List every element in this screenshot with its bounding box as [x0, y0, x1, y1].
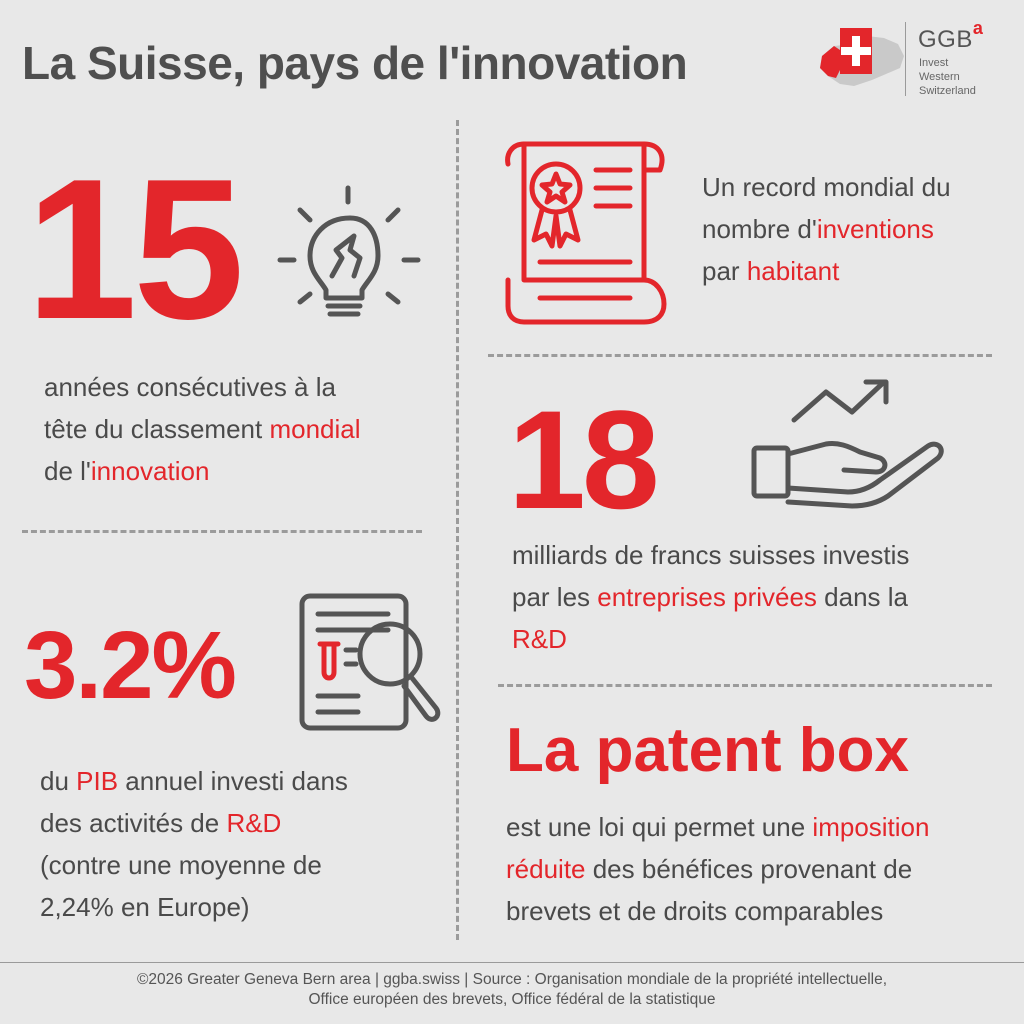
divider-right-2 — [498, 684, 992, 687]
text-3-2-description: du PIB annuel investi dans des activités… — [40, 766, 348, 922]
logo-brand: GGBa — [918, 18, 984, 53]
footer-divider — [0, 962, 1024, 963]
lightbulb-icon — [277, 185, 421, 317]
hand-growth-icon — [751, 379, 944, 509]
page-title: La Suisse, pays de l'innovation — [22, 37, 688, 89]
text-inventions-record: Un record mondial du nombre d'inventions… — [702, 172, 951, 286]
text-patent-box-description: est une loi qui permet une imposition ré… — [506, 812, 930, 926]
document-search-icon — [299, 593, 441, 731]
footer-sources: ©2026 Greater Geneva Bern area | ggba.sw… — [136, 971, 888, 1008]
patent-box-heading: La patent box — [506, 716, 910, 785]
logo-subtitle: Invest Western Switzerland — [919, 57, 976, 97]
divider-right-1 — [488, 354, 992, 357]
text-15-description: années consécutives à la tête du classem… — [44, 372, 361, 486]
text-18-description: milliards de francs suisses investis par… — [512, 540, 910, 654]
stat-15: 15 — [26, 138, 244, 361]
stat-18: 18 — [508, 381, 660, 538]
swiss-map-logo-icon — [820, 28, 904, 86]
divider-left — [22, 530, 422, 533]
vertical-divider — [456, 120, 459, 940]
logo-divider — [905, 22, 906, 96]
certificate-icon — [505, 141, 667, 325]
stat-3-2-percent: 3.2% — [24, 612, 237, 719]
